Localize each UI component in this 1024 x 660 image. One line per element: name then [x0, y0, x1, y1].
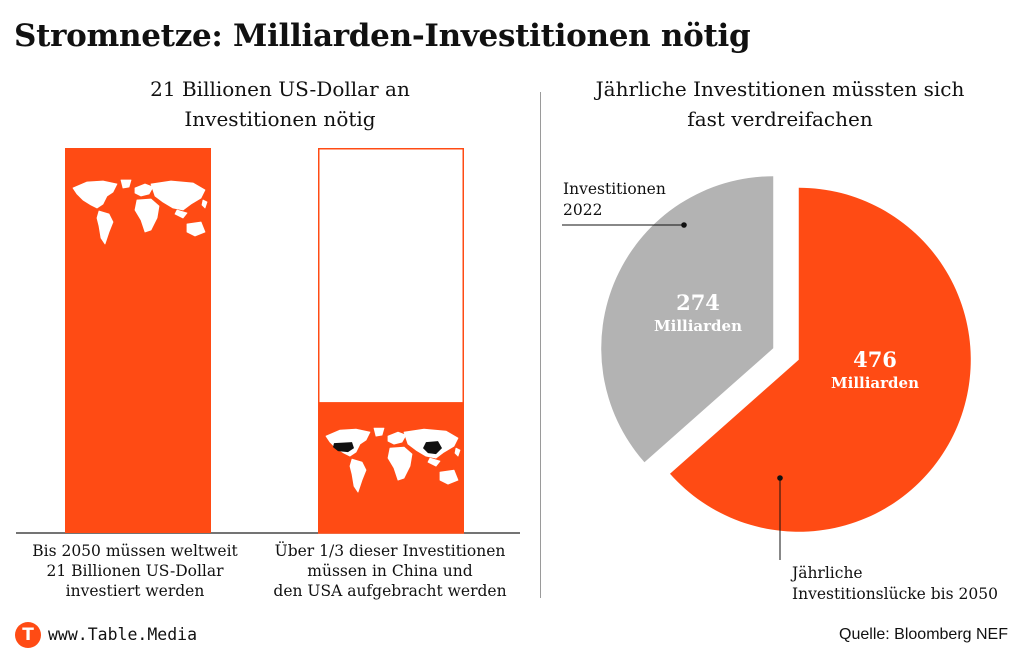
annotation-gap-line-2: Investitionslücke bis 2050	[792, 585, 998, 603]
left-subtitle-line-1: 21 Billionen US-Dollar an	[150, 77, 410, 101]
leader-dot-2022	[681, 222, 687, 228]
bar-caption-china-usa-line-3: den USA aufgebracht werden	[273, 582, 507, 600]
annotation-2022-line-2: 2022	[563, 201, 603, 219]
pie-label-2022: 274 Milliarden	[636, 290, 760, 336]
pie-label-gap: 476 Milliarden	[813, 347, 937, 393]
investment-bar-chart	[16, 148, 520, 534]
annotation-gap-line-1: Jährliche	[792, 564, 863, 582]
chart-title: Stromnetze: Milliarden-Investitionen nöt…	[14, 18, 751, 54]
bar-caption-world-line-3: investiert werden	[65, 582, 205, 600]
pie-label-gap-value: 476	[853, 347, 897, 372]
pie-label-2022-unit: Milliarden	[654, 317, 742, 335]
left-subtitle-line-2: Investitionen nötig	[184, 107, 376, 131]
bar-caption-world-line-2: 21 Billionen US-Dollar	[46, 562, 224, 580]
annotation-investitionsluecke: Jährliche Investitionslücke bis 2050	[792, 563, 998, 605]
table-media-logo-icon: T	[15, 622, 41, 648]
left-panel-subtitle: 21 Billionen US-Dollar an Investitionen …	[60, 74, 500, 134]
pie-slice-2022	[601, 176, 774, 463]
right-subtitle-line-1: Jährliche Investitionen müssten sich	[595, 77, 965, 101]
world-map-icon	[72, 179, 208, 245]
bar-caption-world-line-1: Bis 2050 müssen weltweit	[32, 542, 238, 560]
pie-slice-gap	[669, 187, 971, 532]
right-subtitle-line-2: fast verdreifachen	[687, 107, 873, 131]
bar-caption-world: Bis 2050 müssen weltweit 21 Billionen US…	[10, 541, 260, 601]
bar-caption-china-usa-line-1: Über 1/3 dieser Investitionen	[274, 542, 506, 560]
pie-label-2022-value: 274	[676, 290, 720, 315]
bar-china-usa	[318, 402, 464, 533]
bar-caption-china-usa: Über 1/3 dieser Investitionen müssen in …	[260, 541, 520, 601]
footer-source: Quelle: Bloomberg NEF	[839, 626, 1008, 643]
right-panel-subtitle: Jährliche Investitionen müssten sich fas…	[540, 74, 1020, 134]
footer-website[interactable]: www.Table.Media	[48, 625, 198, 644]
panel-divider	[540, 92, 541, 598]
world-map-china-usa-highlight-icon	[325, 427, 461, 493]
annotation-2022-line-1: Investitionen	[563, 180, 666, 198]
bar-caption-china-usa-line-2: müssen in China und	[307, 562, 473, 580]
pie-label-gap-unit: Milliarden	[831, 374, 919, 392]
annotation-investitionen-2022: Investitionen 2022	[563, 179, 666, 221]
investment-pie-chart	[562, 176, 971, 560]
leader-dot-gap	[777, 475, 783, 481]
